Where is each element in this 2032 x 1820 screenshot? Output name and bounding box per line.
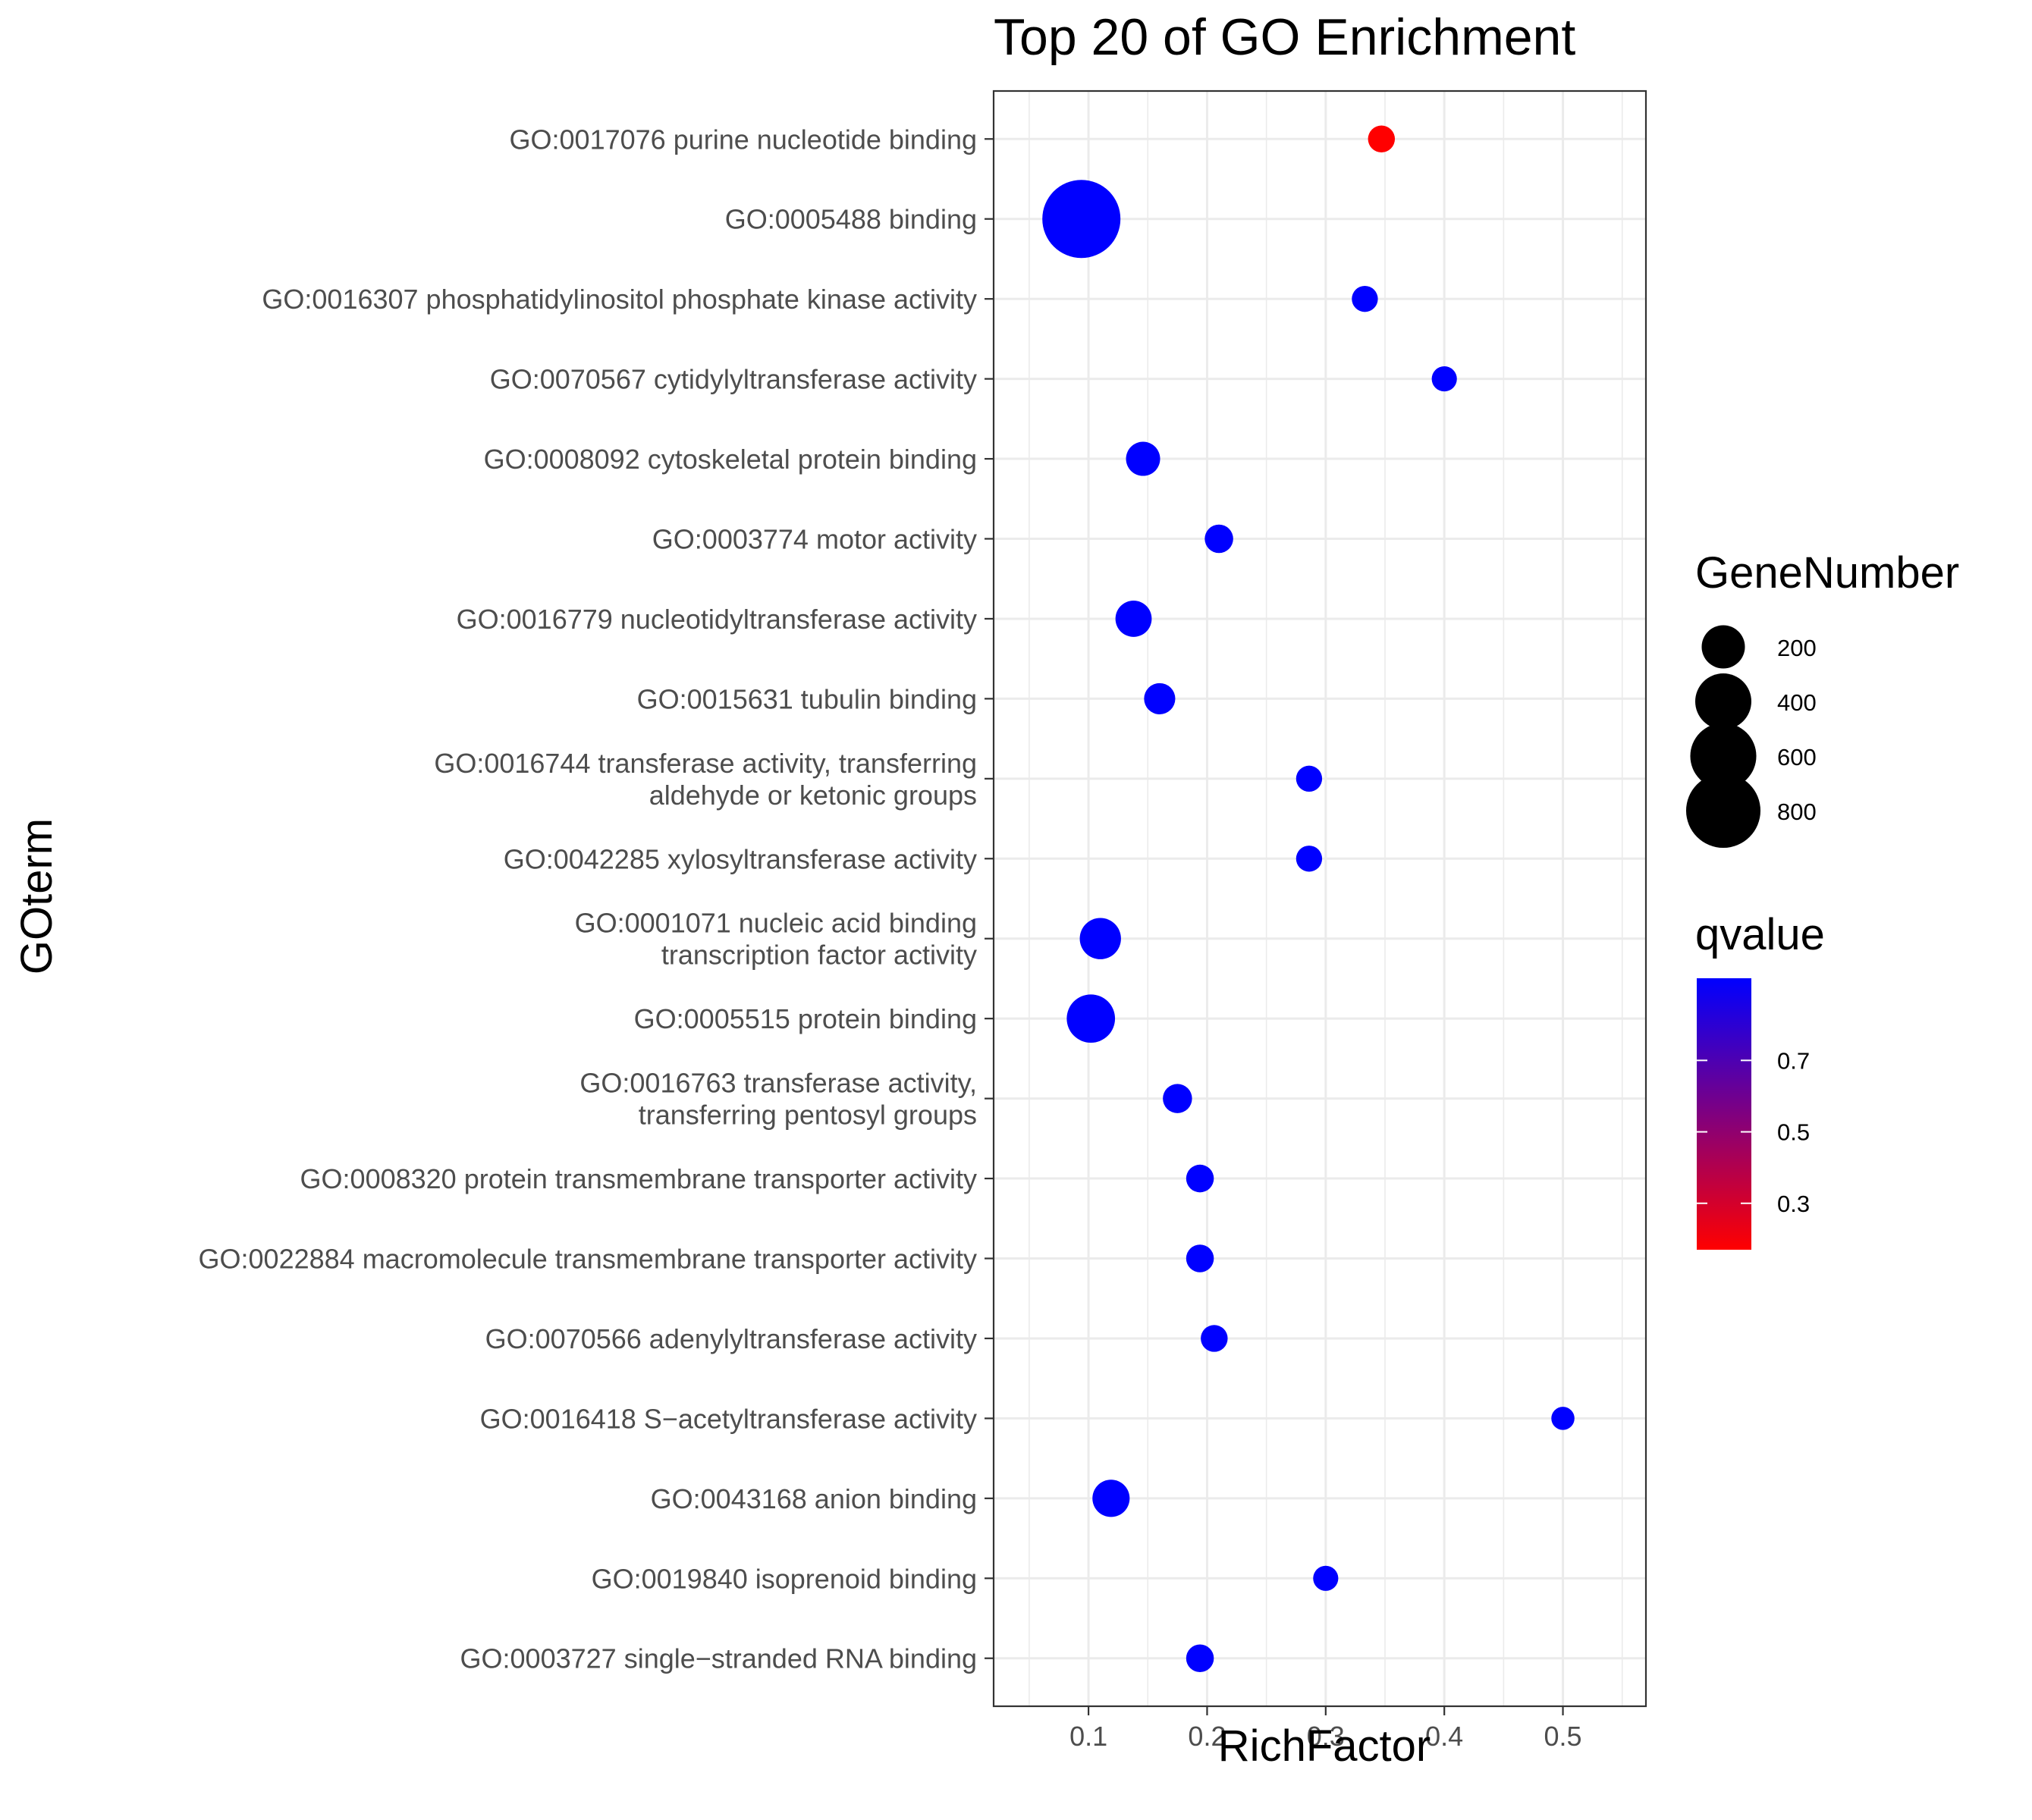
data-point [1296,846,1322,871]
qvalue-colorbar [1697,978,1751,1250]
x-axis-title: RichFactor [1218,1721,1431,1771]
x-tick-label: 0.5 [1544,1721,1582,1752]
y-tick-label: GO:0017076 purine nucleotide binding [510,124,977,155]
y-tick-label: GO:0016763 transferase activity, [579,1068,977,1099]
data-point [1313,1566,1338,1591]
qvalue-legend: qvalue 0.7 0.5 0.3 [1695,910,1825,1250]
data-point [1186,1244,1214,1272]
data-point [1092,1480,1129,1517]
grid-lines [994,91,1646,1706]
genenumber-legend-title: GeneNumber [1695,548,1959,598]
data-point [1144,683,1175,714]
y-tick-label: GO:0015631 tubulin binding [637,683,977,714]
data-point [1201,1325,1227,1351]
genenumber-legend: GeneNumber 200 400 600 800 [1686,548,1959,848]
size-legend-label: 400 [1777,689,1817,716]
go-enrichment-chart: GO:0017076 purine nucleotide binding GO:0… [0,0,2032,1820]
size-legend-key [1686,774,1760,848]
y-tick-label: GO:0016744 transferase activity, transfe… [434,748,977,779]
y-tick-label: GO:0005488 binding [725,204,977,235]
data-point [1551,1407,1575,1430]
y-tick-label: GO:0016418 S−acetyltransferase activity [480,1403,977,1434]
colorbar-label: 0.5 [1777,1119,1810,1146]
size-legend-key [1701,625,1745,668]
y-tick-label: GO:0001071 nucleic acid binding [575,908,977,939]
y-tick-label: GO:0016779 nucleotidyltransferase activi… [457,604,977,635]
size-legend-key [1695,673,1751,730]
data-point [1080,918,1121,959]
data-point [1432,366,1457,391]
y-tick-label: aldehyde or ketonic groups [649,780,977,811]
data-point [1296,766,1322,792]
y-tick-label: GO:0042285 xylosyltransferase activity [504,843,977,874]
y-tick-label: GO:0008092 cytoskeletal protein binding [484,444,977,475]
y-tick-label: GO:0005515 protein binding [634,1003,977,1034]
size-legend-label: 600 [1777,744,1817,770]
colorbar-label: 0.3 [1777,1191,1810,1217]
chart-title: Top 20 of GO Enrichment [994,8,1575,66]
data-point [1126,442,1160,476]
y-tick-label: GO:0070567 cytidylyltransferase activity [490,364,977,395]
data-point [1368,126,1395,152]
y-tick-label: GO:0016307 phosphatidylinositol phosphat… [262,284,977,315]
data-point [1204,525,1233,554]
y-axis-title: GOterm [12,818,61,974]
y-tick-label: GO:0022884 macromolecule transmembrane t… [199,1244,977,1275]
y-axis: GO:0017076 purine nucleotide binding GO:0… [199,124,994,1674]
qvalue-legend-title: qvalue [1695,910,1825,959]
y-tick-label: transferring pentosyl groups [639,1100,977,1131]
plot-panel-border [994,91,1646,1706]
x-tick-label: 0.1 [1069,1721,1107,1752]
data-point [1186,1644,1214,1672]
data-point [1066,994,1115,1043]
colorbar-label: 0.7 [1777,1047,1810,1074]
size-legend-label: 200 [1777,635,1817,661]
data-point [1116,601,1152,637]
data-point [1186,1165,1214,1193]
data-point [1163,1084,1192,1112]
size-legend-label: 800 [1777,799,1817,825]
y-tick-label: GO:0003727 single−stranded RNA binding [460,1643,977,1674]
y-tick-label: GO:0003774 motor activity [652,523,977,554]
data-point [1042,180,1120,258]
data-point [1352,286,1377,312]
y-tick-label: transcription factor activity [661,940,977,971]
x-tick-label: 0.4 [1425,1721,1463,1752]
y-tick-label: GO:0043168 anion binding [651,1483,977,1514]
data-points [1042,126,1575,1672]
y-tick-label: GO:0008320 protein transmembrane transpo… [300,1163,977,1194]
y-tick-label: GO:0070566 adenylyltransferase activity [485,1323,977,1354]
y-tick-label: GO:0019840 isoprenoid binding [592,1563,977,1594]
